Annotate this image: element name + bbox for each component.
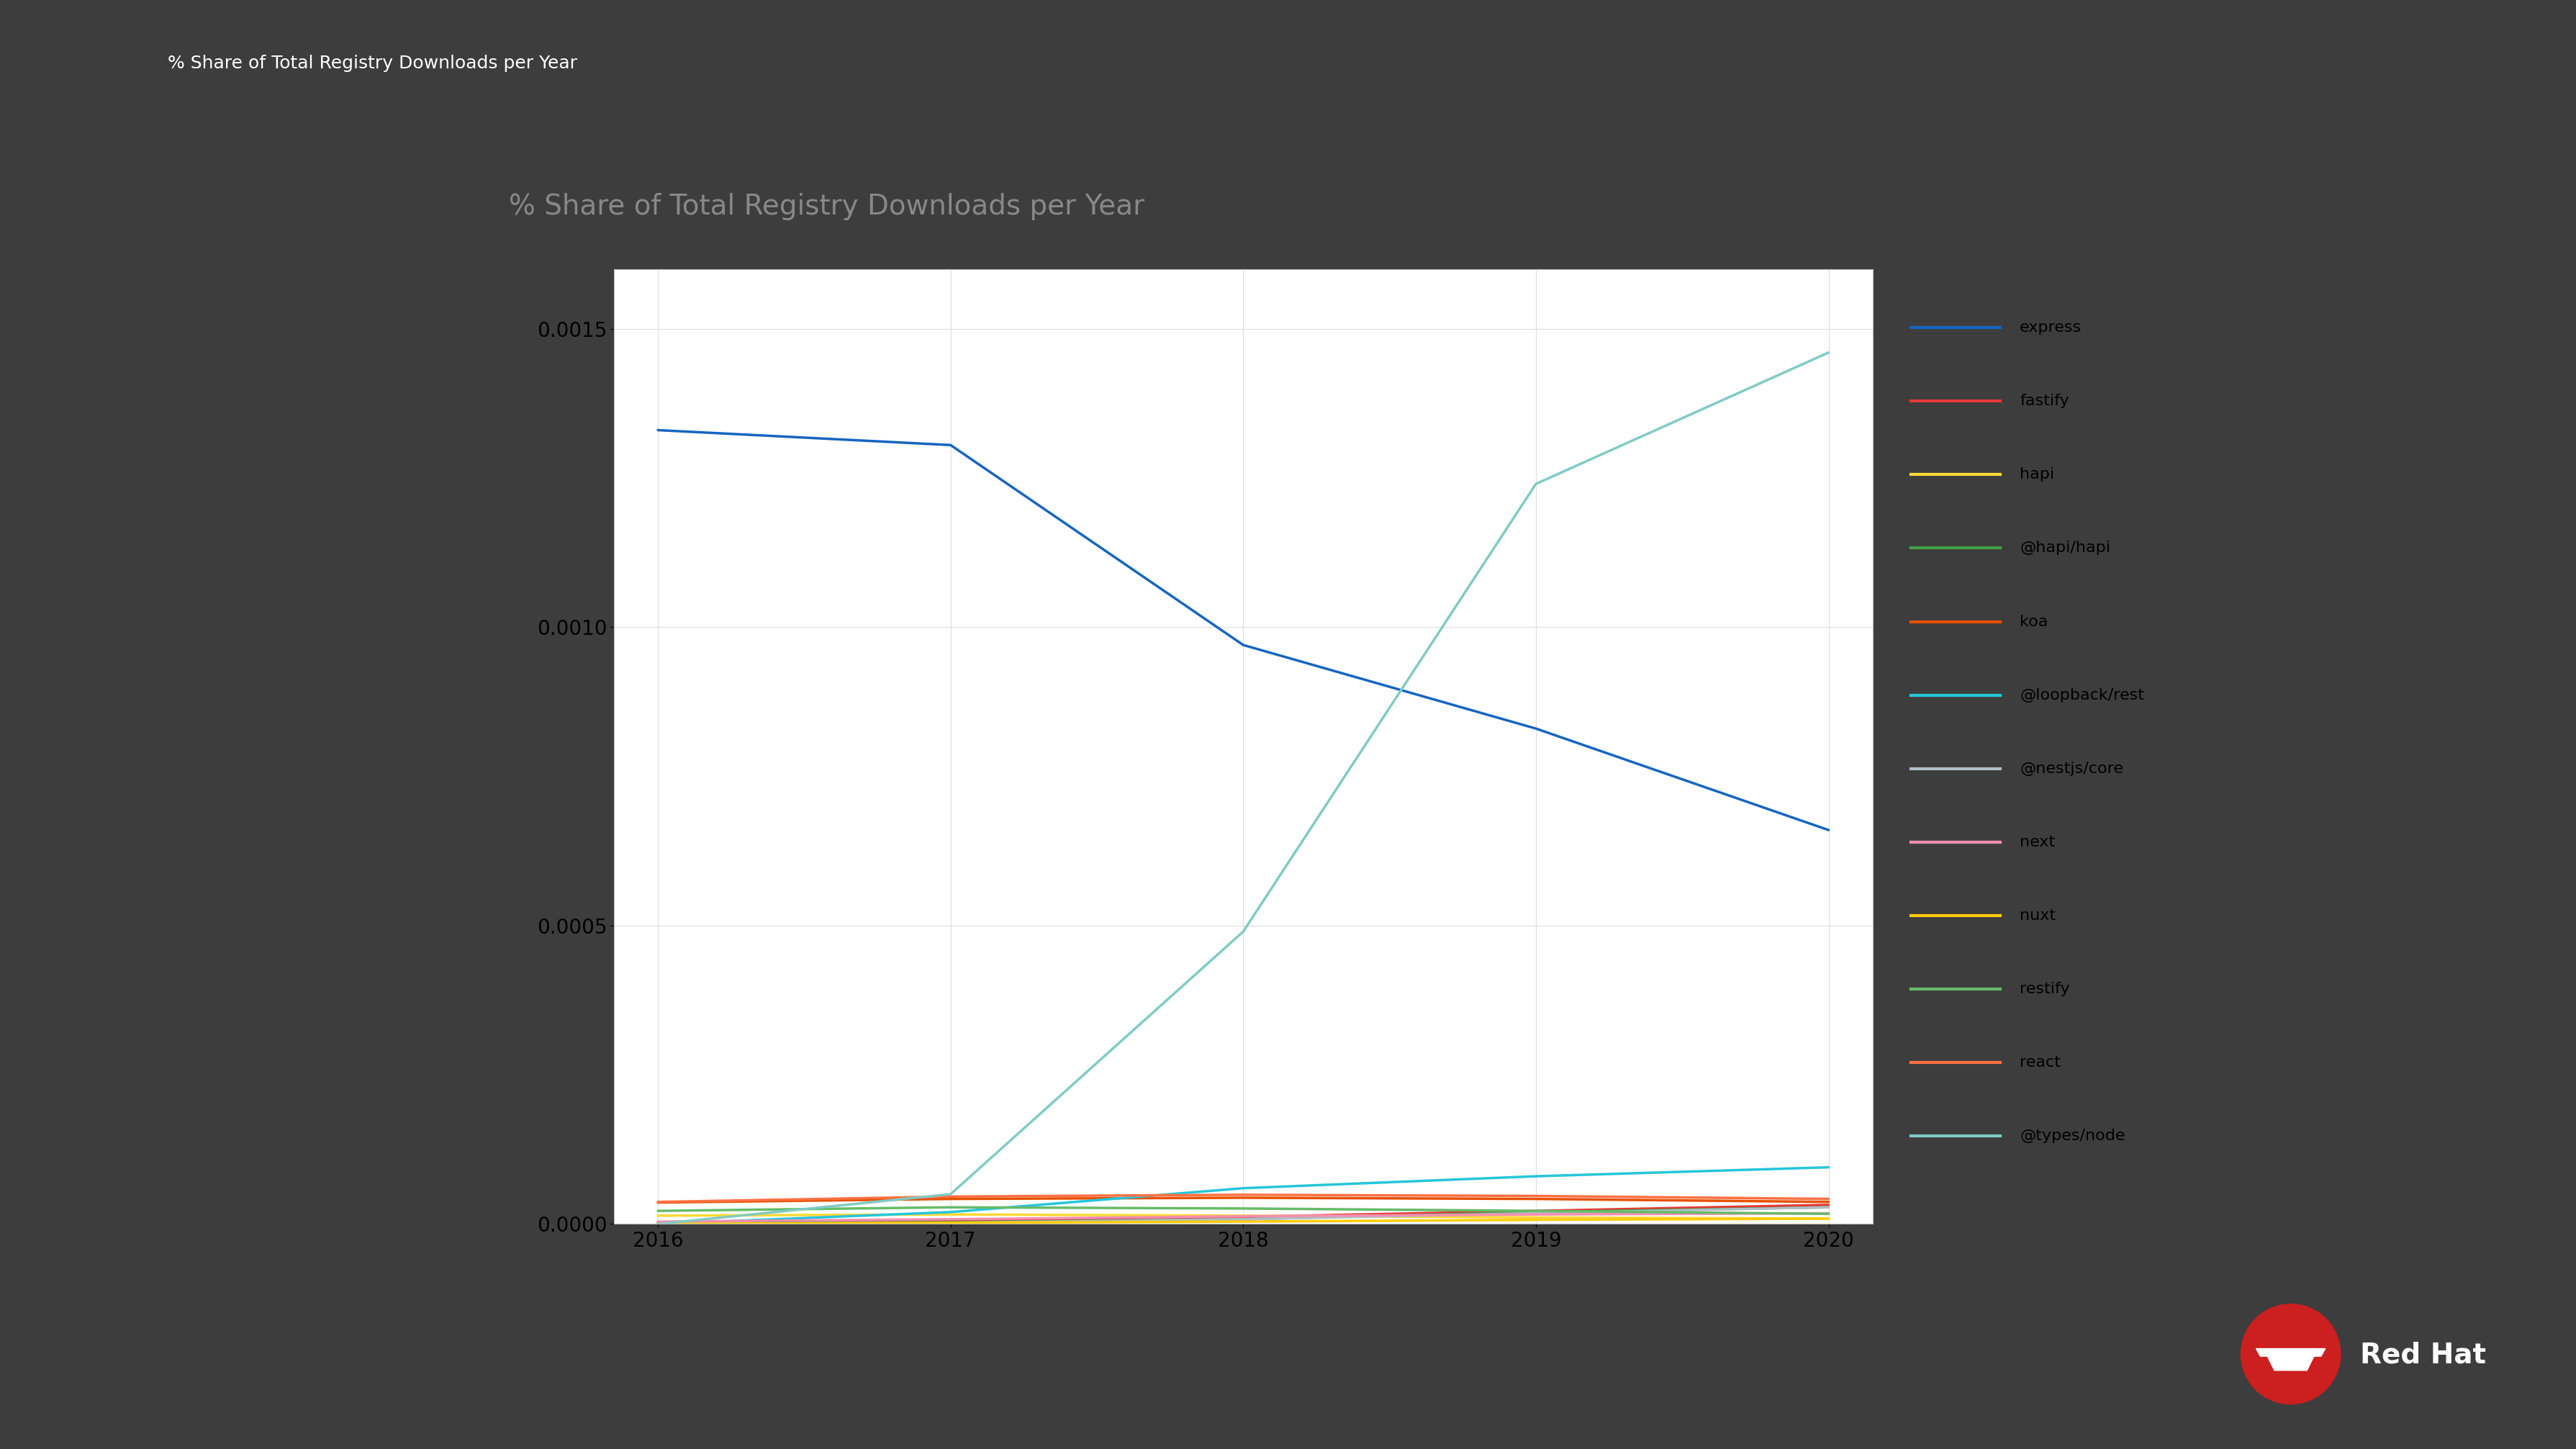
Text: fastify: fastify: [2020, 394, 2069, 409]
Text: nuxt: nuxt: [2020, 909, 2056, 923]
Text: koa: koa: [2020, 614, 2048, 629]
Text: express: express: [2020, 320, 2081, 335]
Text: @nestjs/core: @nestjs/core: [2020, 761, 2123, 775]
Polygon shape: [2257, 1349, 2324, 1356]
Circle shape: [2241, 1304, 2339, 1404]
Polygon shape: [2264, 1349, 2318, 1371]
Text: hapi: hapi: [2020, 468, 2053, 483]
Text: % Share of Total Registry Downloads per Year: % Share of Total Registry Downloads per …: [167, 55, 577, 72]
Text: react: react: [2020, 1055, 2061, 1069]
Text: @hapi/hapi: @hapi/hapi: [2020, 540, 2110, 555]
Text: @loopback/rest: @loopback/rest: [2020, 688, 2143, 703]
Text: next: next: [2020, 835, 2056, 849]
Text: restify: restify: [2020, 982, 2069, 995]
Text: @types/node: @types/node: [2020, 1129, 2125, 1143]
Text: Red Hat: Red Hat: [2360, 1342, 2486, 1368]
Text: % Share of Total Registry Downloads per Year: % Share of Total Registry Downloads per …: [510, 193, 1144, 220]
